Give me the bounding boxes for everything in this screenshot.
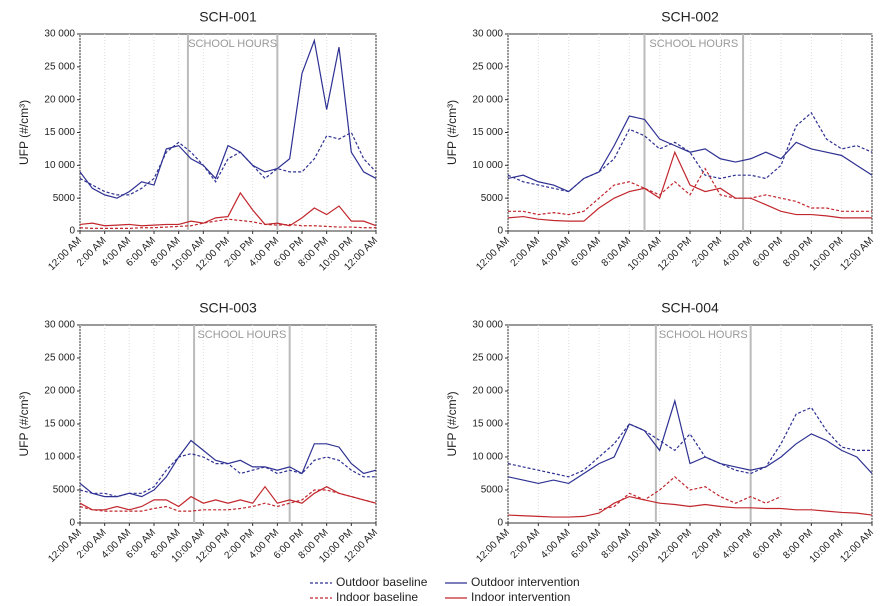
y-tick-label: 25 000 <box>472 353 503 364</box>
series-line <box>79 218 376 229</box>
y-tick-label: 0 <box>69 518 75 529</box>
x-tick-label: 4:00 AM <box>539 235 573 269</box>
y-tick-label: 0 <box>497 518 503 529</box>
y-tick-label: 5000 <box>53 193 76 204</box>
y-axis-label: UFP (#/cm³) <box>445 391 459 456</box>
y-axis-label: UFP (#/cm³) <box>17 391 31 456</box>
y-tick-label: 20 000 <box>472 386 503 397</box>
legend-label: Indoor intervention <box>471 590 570 604</box>
y-tick-label: 5000 <box>53 485 76 496</box>
annotation: SCHOOL HOURS <box>197 329 286 341</box>
x-tick-label: 12:00 AM <box>474 527 512 565</box>
x-tick-label: 12:00 AM <box>474 235 512 273</box>
x-tick-label: 6:00 AM <box>569 235 603 269</box>
y-tick-label: 0 <box>497 226 503 237</box>
y-tick-label: 5000 <box>481 485 504 496</box>
plot-frame <box>79 33 377 232</box>
y-tick-label: 15 000 <box>472 419 503 430</box>
y-tick-label: 0 <box>69 226 75 237</box>
y-tick-label: 20 000 <box>44 386 75 397</box>
y-tick-label: 30 000 <box>472 320 503 331</box>
legend-label: Outdoor intervention <box>471 575 580 589</box>
chart-title: SCH-004 <box>661 300 719 316</box>
x-tick-label: 12:00 AM <box>46 235 84 273</box>
y-tick-label: 15 000 <box>44 127 75 138</box>
y-tick-label: 20 000 <box>44 94 75 105</box>
series-line <box>507 495 873 518</box>
y-tick-label: 30 000 <box>44 320 75 331</box>
chart-title: SCH-002 <box>661 9 719 25</box>
x-tick-label: 12:00 AM <box>46 527 84 565</box>
y-tick-label: 10 000 <box>472 160 503 171</box>
series-line <box>79 485 377 511</box>
annotation: SCHOOL HOURS <box>649 38 738 50</box>
series-line <box>507 406 872 478</box>
y-tick-label: 10 000 <box>44 160 75 171</box>
x-tick-label: 4:00 PM <box>721 235 755 269</box>
x-tick-label: 4:00 PM <box>721 527 755 561</box>
series-line <box>598 476 782 511</box>
y-tick-label: 5000 <box>481 193 504 204</box>
series-line <box>79 38 377 199</box>
series-line <box>79 191 377 227</box>
legend-label: Indoor baseline <box>336 590 418 604</box>
legend-label: Outdoor baseline <box>336 575 428 589</box>
annotation: SCHOOL HOURS <box>188 38 277 50</box>
y-tick-label: 25 000 <box>44 61 75 72</box>
y-axis-label: UFP (#/cm³) <box>17 100 31 165</box>
x-tick-label: 2:00 AM <box>509 235 543 269</box>
x-tick-label: 12:00 PM <box>656 527 694 565</box>
y-tick-label: 25 000 <box>472 61 503 72</box>
y-tick-label: 15 000 <box>44 419 75 430</box>
y-tick-label: 30 000 <box>44 29 75 40</box>
y-tick-label: 15 000 <box>472 127 503 138</box>
series-line <box>507 398 873 485</box>
y-axis-label: UFP (#/cm³) <box>445 100 459 165</box>
series-line <box>79 439 377 498</box>
series-line <box>507 115 873 193</box>
chart-title: SCH-003 <box>199 300 257 316</box>
plot-frame <box>507 33 873 232</box>
series-line <box>507 111 873 193</box>
x-tick-label: 2:00 AM <box>509 527 543 561</box>
y-tick-label: 25 000 <box>44 353 75 364</box>
y-tick-label: 10 000 <box>44 452 75 463</box>
x-tick-label: 12:00 AM <box>838 235 876 273</box>
x-tick-label: 6:00 PM <box>751 235 785 269</box>
y-tick-label: 10 000 <box>472 452 503 463</box>
y-tick-label: 20 000 <box>472 94 503 105</box>
annotation: SCHOOL HOURS <box>659 329 748 341</box>
x-tick-label: 12:00 AM <box>838 527 876 565</box>
chart-title: SCH-001 <box>199 9 257 25</box>
x-tick-label: 2:00 PM <box>690 527 724 561</box>
y-tick-label: 30 000 <box>472 29 503 40</box>
series-line <box>508 167 872 216</box>
x-tick-label: 6:00 PM <box>751 527 785 561</box>
x-tick-label: 6:00 AM <box>569 527 603 561</box>
series-line <box>507 150 872 222</box>
x-tick-label: 12:00 PM <box>656 235 694 273</box>
x-tick-label: 4:00 AM <box>539 527 573 561</box>
x-tick-label: 2:00 PM <box>690 235 724 269</box>
